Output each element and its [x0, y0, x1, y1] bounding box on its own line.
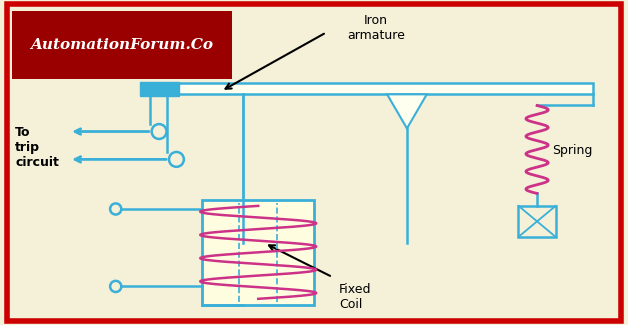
Text: Spring: Spring: [553, 144, 593, 157]
Bar: [11, 11, 232, 79]
Polygon shape: [387, 94, 427, 128]
Bar: [519, 206, 556, 237]
Bar: [178, 83, 593, 94]
Text: Iron
armature: Iron armature: [347, 14, 405, 42]
Bar: [141, 82, 179, 96]
Bar: [202, 200, 314, 305]
Text: Fixed
Coil: Fixed Coil: [338, 283, 371, 311]
Text: AutomationForum.Co: AutomationForum.Co: [30, 38, 214, 52]
Text: To
trip
circuit: To trip circuit: [15, 125, 59, 168]
